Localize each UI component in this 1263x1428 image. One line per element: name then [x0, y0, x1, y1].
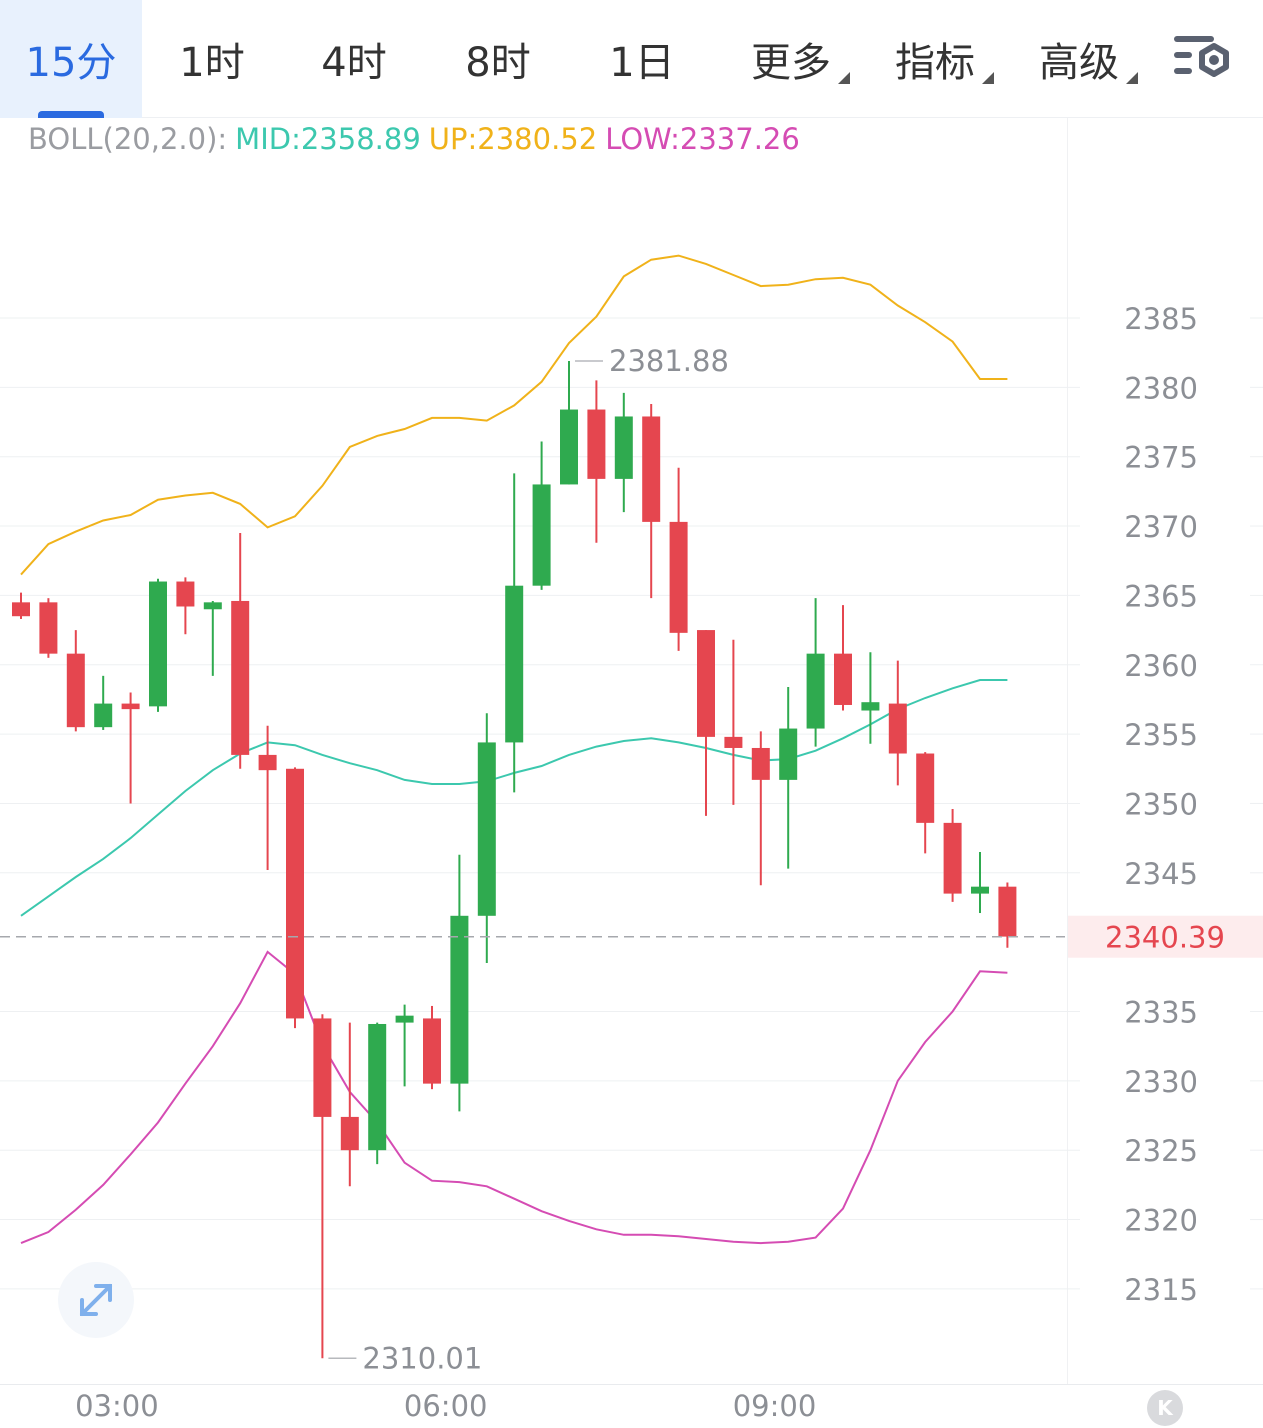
y-tick-label: 2320: [1124, 1204, 1198, 1238]
candle-body: [587, 409, 606, 479]
tab-15m[interactable]: 15分: [0, 0, 142, 118]
candle-body: [39, 602, 58, 654]
tab-advanced-label: 高级: [1039, 40, 1119, 86]
tab-8h[interactable]: 8时: [428, 0, 568, 118]
candle-body: [340, 1116, 359, 1151]
candle-body: [834, 653, 852, 705]
candle-body: [313, 1018, 332, 1117]
interval-tab-bar: 15分 1时 4时 8时 1日 更多 指标 高级: [0, 0, 1263, 118]
candle-body: [149, 581, 167, 707]
candle-body: [423, 1018, 441, 1084]
candle-body: [998, 886, 1017, 937]
y-tick-label: 2375: [1124, 441, 1198, 475]
tab-more[interactable]: 更多: [728, 0, 854, 118]
candle-body: [724, 736, 743, 748]
candle-body: [916, 753, 935, 823]
tab-1d-label: 1日: [609, 40, 675, 86]
y-tick-label: 2360: [1124, 649, 1198, 683]
candle-body: [614, 416, 633, 479]
tab-indicators-label: 指标: [895, 40, 975, 86]
expand-icon: [80, 1284, 112, 1316]
fullscreen-button[interactable]: [58, 1262, 134, 1338]
candle-body: [66, 653, 85, 728]
tab-1h[interactable]: 1时: [142, 0, 282, 118]
boll-up-line: [20, 254, 1008, 576]
y-tick-label: 2315: [1124, 1273, 1198, 1307]
boll-up-value: UP:2380.52: [428, 122, 598, 156]
current-price-label: 2340.39: [1105, 921, 1225, 955]
boll-low-line: [20, 950, 1008, 1245]
low-price-label: 2310.01: [362, 1341, 482, 1375]
candle-body: [477, 742, 496, 916]
y-tick-label: 2345: [1124, 857, 1198, 891]
candle-body: [395, 1015, 414, 1023]
candle-body: [505, 585, 524, 743]
candle-body: [861, 702, 880, 711]
boll-prefix: BOLL(20,2.0):: [28, 122, 228, 156]
tab-indicators[interactable]: 指标: [872, 0, 998, 118]
y-tick-label: 2380: [1124, 371, 1198, 405]
candle-body: [203, 602, 222, 610]
dropdown-caret-icon: [1126, 72, 1138, 84]
time-axis-divider: [0, 1384, 1263, 1385]
y-tick-label: 2335: [1124, 996, 1198, 1030]
tab-4h[interactable]: 4时: [284, 0, 424, 118]
candle-body: [642, 416, 661, 522]
candle-body: [560, 409, 578, 485]
price-axis-panel: [1067, 118, 1263, 1384]
candle-body: [176, 581, 195, 607]
y-tick-label: 2385: [1124, 302, 1198, 336]
candle-body: [779, 728, 798, 780]
candle-body: [971, 886, 989, 894]
x-tick-label: 03:00: [75, 1389, 159, 1423]
boll-low-value: LOW:2337.26: [605, 122, 800, 156]
y-tick-label: 2330: [1124, 1065, 1198, 1099]
x-tick-label: 09:00: [733, 1389, 817, 1423]
candle-body: [669, 521, 688, 633]
candle-body: [888, 703, 907, 754]
candle-body: [258, 754, 277, 771]
tab-1d[interactable]: 1日: [572, 0, 712, 118]
candle-body: [12, 602, 30, 617]
active-tab-indicator: [38, 111, 104, 118]
candle-body: [751, 747, 770, 780]
candle-body: [806, 653, 825, 729]
y-tick-label: 2355: [1124, 718, 1198, 752]
candle-body: [532, 484, 551, 586]
candle-body: [943, 822, 962, 894]
tab-more-label: 更多: [751, 40, 831, 86]
candle-body: [286, 768, 304, 1019]
candle-body: [231, 600, 250, 755]
x-tick-label: 06:00: [404, 1389, 488, 1423]
y-tick-label: 2325: [1124, 1134, 1198, 1168]
k-logo-icon: K: [1147, 1390, 1183, 1426]
chart-settings-button[interactable]: [1168, 30, 1238, 90]
tab-1h-label: 1时: [179, 40, 245, 86]
tab-8h-label: 8时: [465, 40, 531, 86]
high-price-label: 2381.88: [609, 344, 729, 378]
current-price-badge: [1068, 915, 1263, 958]
boll-mid-value: MID:2358.89: [235, 122, 421, 156]
y-tick-label: 2365: [1124, 579, 1198, 613]
candle-body: [94, 703, 113, 728]
dropdown-caret-icon: [982, 72, 994, 84]
dropdown-caret-icon: [838, 72, 850, 84]
boll-legend: BOLL(20,2.0): MID:2358.89 UP:2380.52 LOW:23…: [28, 122, 808, 156]
candle-body: [697, 630, 715, 737]
chart-settings-icon: [1174, 36, 1229, 77]
candle-body: [121, 703, 140, 710]
tab-15m-label: 15分: [25, 40, 117, 86]
y-tick-label: 2350: [1124, 787, 1198, 821]
candle-body: [368, 1023, 387, 1151]
tab-advanced[interactable]: 高级: [1016, 0, 1142, 118]
candle-body: [450, 915, 469, 1084]
y-tick-label: 2370: [1124, 510, 1198, 544]
tab-4h-label: 4时: [321, 40, 387, 86]
